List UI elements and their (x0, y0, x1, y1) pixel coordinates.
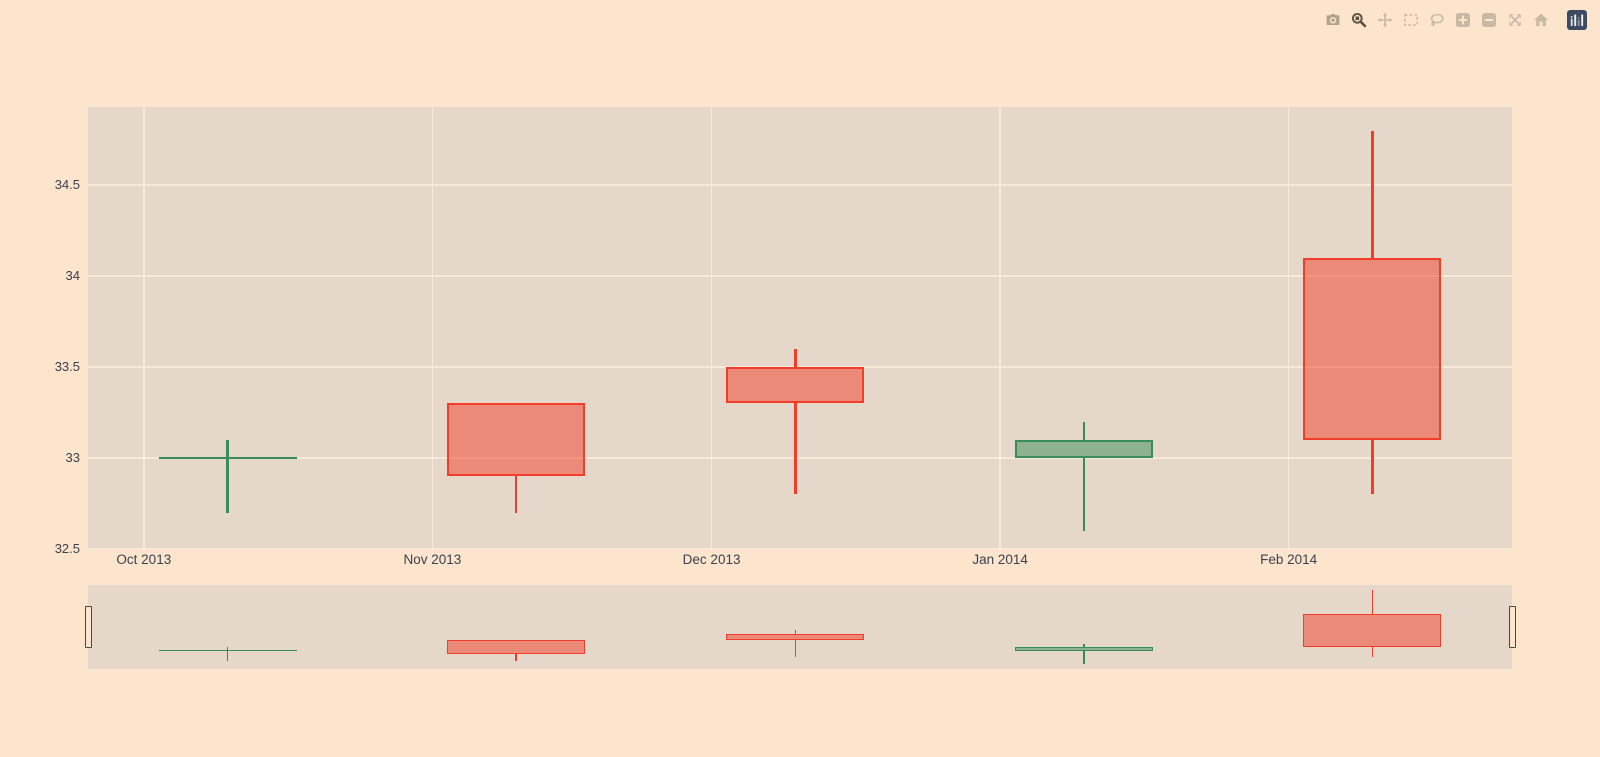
modebar-button-pan[interactable] (1377, 12, 1393, 28)
reset-home-icon (1533, 12, 1549, 28)
x-tick-label: Dec 2013 (682, 552, 741, 567)
candle-body-mini (158, 649, 297, 652)
y-tick-label: 34.5 (54, 177, 80, 193)
plotly-logo-icon (1567, 10, 1587, 30)
candle-body-mini (447, 640, 586, 654)
lasso-icon (1429, 12, 1445, 28)
modebar-button-camera[interactable] (1325, 12, 1341, 28)
candle-body-main[interactable] (447, 403, 586, 477)
autoscale-icon (1507, 12, 1523, 28)
range-slider-left-handle[interactable] (84, 606, 92, 648)
y-tick-label: 32.5 (54, 541, 80, 556)
modebar (1325, 10, 1587, 30)
zoom-out-icon (1481, 12, 1497, 28)
range-slider-right-handle[interactable] (1508, 606, 1516, 648)
x-gridline (1287, 107, 1290, 549)
y-gridline (88, 275, 1512, 277)
candle-body-mini (1303, 613, 1442, 648)
y-tick-label: 33.5 (54, 359, 80, 375)
candle-upper-wick (794, 630, 797, 634)
modebar-button-reset-home[interactable] (1533, 12, 1549, 28)
modebar-button-autoscale[interactable] (1507, 12, 1523, 28)
camera-icon (1325, 12, 1341, 28)
candle-upper-wick (1083, 643, 1085, 648)
candle-body-main[interactable] (726, 367, 865, 404)
x-tick-label: Oct 2013 (116, 552, 172, 567)
candle-lower-wick (794, 403, 797, 495)
x-tick-label: Feb 2014 (1260, 552, 1318, 567)
candle-lower-wick (515, 653, 517, 661)
x-gridline (999, 107, 1001, 549)
candle-body-main[interactable] (158, 456, 297, 460)
candle-lower-wick (794, 640, 797, 658)
candle-body-mini (726, 633, 865, 641)
candle-body-main[interactable] (1303, 257, 1442, 440)
candle-lower-wick (1371, 647, 1374, 658)
y-gridline (88, 457, 1512, 459)
candle-upper-wick (1082, 421, 1086, 440)
candle-upper-wick (226, 439, 229, 459)
zoom-icon (1351, 12, 1367, 28)
main-plot-area[interactable] (88, 107, 1512, 549)
modebar-button-zoom[interactable] (1351, 12, 1367, 28)
y-gridline (88, 548, 1512, 549)
candle-lower-wick (1083, 650, 1085, 664)
candle-lower-wick (226, 650, 229, 661)
candle-lower-wick (226, 458, 229, 513)
modebar-button-plotly-logo[interactable] (1567, 10, 1587, 30)
candle-body-mini (1014, 647, 1153, 651)
candle-lower-wick (1082, 458, 1086, 531)
modebar-button-box-select[interactable] (1403, 12, 1419, 28)
box-select-icon (1403, 12, 1419, 28)
y-tick-label: 34 (65, 268, 80, 284)
x-gridline (710, 107, 713, 549)
pan-icon (1377, 12, 1393, 28)
modebar-button-lasso[interactable] (1429, 12, 1445, 28)
modebar-button-zoom-in[interactable] (1455, 12, 1471, 28)
y-gridline (88, 184, 1512, 186)
candle-body-main[interactable] (1014, 439, 1153, 459)
y-tick-label: 33 (65, 450, 80, 466)
candle-upper-wick (226, 647, 229, 651)
candle-upper-wick (794, 348, 797, 368)
x-gridline (143, 107, 145, 549)
modebar-button-zoom-out[interactable] (1481, 12, 1497, 28)
candle-lower-wick (1371, 439, 1374, 495)
x-tick-label: Jan 2014 (972, 552, 1028, 567)
candle-upper-wick (1371, 590, 1374, 614)
candle-upper-wick (1371, 130, 1374, 258)
range-slider[interactable] (84, 585, 1516, 669)
zoom-in-icon (1455, 12, 1471, 28)
x-gridline (431, 107, 434, 549)
range-slider-track[interactable] (88, 585, 1512, 669)
x-tick-label: Nov 2013 (403, 552, 462, 567)
candle-lower-wick (514, 476, 518, 513)
